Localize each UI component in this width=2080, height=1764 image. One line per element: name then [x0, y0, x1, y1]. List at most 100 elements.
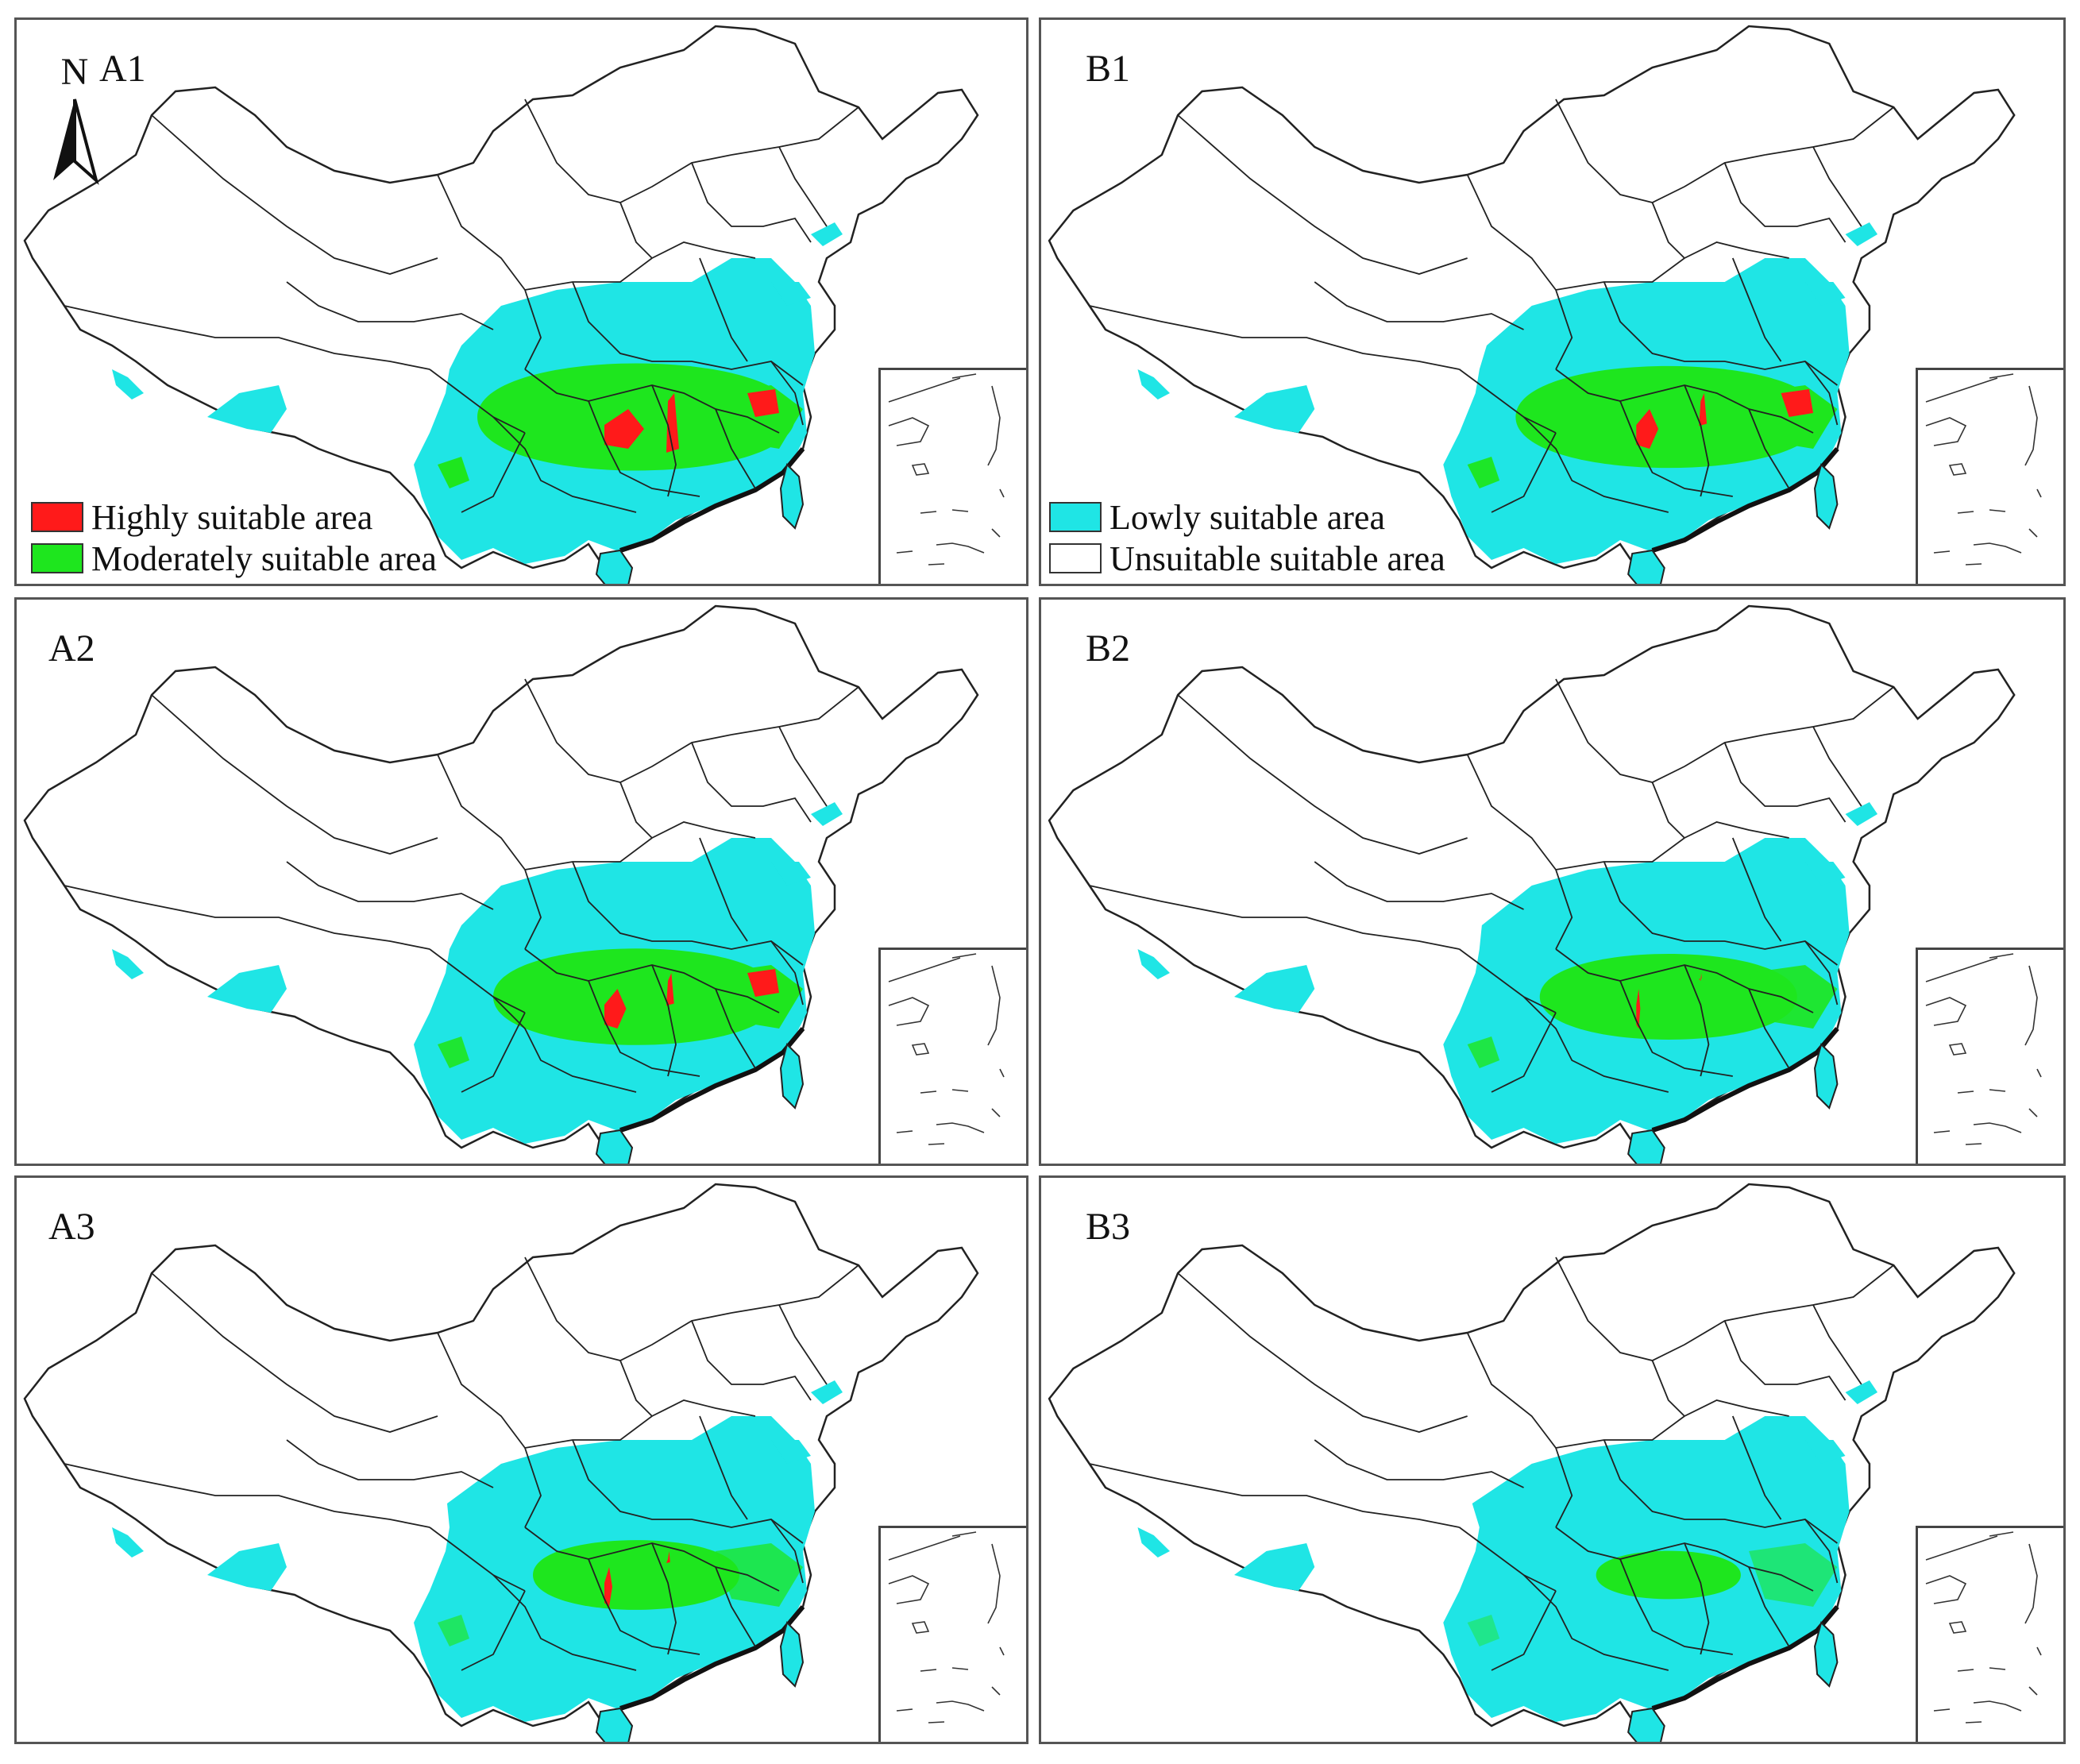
lowly-suitable-region-coast: [771, 862, 811, 886]
coastline: [1651, 1605, 1839, 1711]
province-border: [770, 361, 804, 426]
legend-label-lowly: Lowly suitable area: [1109, 497, 1385, 537]
province-border: [715, 988, 756, 1069]
province-border: [1723, 162, 1847, 243]
province-border: [1458, 948, 1557, 1013]
province-border: [699, 837, 748, 942]
highly-suitable-region: [1636, 989, 1641, 1029]
highly-suitable-region-2: [666, 1551, 670, 1563]
lowly-suitable-region-west: [207, 1543, 287, 1591]
coastline: [619, 1605, 805, 1711]
inset-coastline: [1933, 550, 1951, 554]
inset-coastline: [951, 953, 977, 959]
moderately-suitable-region-southwest: [438, 1615, 469, 1646]
panel-label-a1: A1: [99, 48, 146, 90]
north-arrow-icon: [53, 98, 99, 185]
inset-coastline: [1933, 1708, 1951, 1712]
hainan-island: [595, 1129, 634, 1164]
province-border: [778, 1304, 828, 1385]
province-border: [691, 1320, 812, 1401]
lowly-suitable-region-north: [811, 222, 843, 246]
inset-coastline: [2036, 488, 2042, 498]
inset-coastline: [2028, 1108, 2038, 1117]
map-content: [23, 604, 979, 1164]
highly-suitable-region: [604, 409, 644, 449]
inset-map-a1: [878, 368, 1026, 584]
province-border: [1723, 1320, 1847, 1401]
inset-coastline: [991, 1108, 1001, 1117]
inset-coastline: [1925, 997, 1967, 1026]
lowly-suitable-region-west: [1234, 965, 1315, 1013]
province-border: [731, 686, 859, 735]
highly-suitable-region-2: [666, 393, 679, 453]
inset-coastline: [888, 957, 961, 982]
taiwan-island: [1814, 463, 1839, 530]
panel-label-a2: A2: [48, 627, 95, 670]
inset-coastline: [1957, 1669, 1974, 1672]
province-border: [1555, 948, 1814, 1013]
inset-coastline: [928, 563, 945, 565]
inset-map-a2: [878, 948, 1026, 1164]
province-border: [437, 754, 542, 950]
legend-item-highly: Highly suitable area: [31, 496, 437, 538]
province-border: [151, 114, 438, 275]
inset-coastline: [987, 1543, 1001, 1624]
lowly-suitable-region-north: [1845, 222, 1878, 246]
inset-coastline: [2028, 528, 2038, 538]
inset-coastline: [888, 1535, 961, 1561]
moderately-suitable-region: [1539, 954, 1797, 1040]
legend-label-highly: Highly suitable area: [91, 497, 373, 537]
province-border: [1555, 98, 1765, 203]
province-border: [588, 1558, 700, 1655]
lowly-suitable-region-tibet: [112, 369, 144, 400]
province-border: [286, 281, 494, 330]
highly-suitable-region-2: [666, 973, 674, 1006]
province-border: [691, 162, 812, 243]
hainan-island: [1627, 549, 1665, 584]
province-border: [588, 400, 700, 497]
inset-coastline: [2028, 1686, 2038, 1696]
taiwan-island: [779, 463, 805, 530]
inset-coastline: [896, 1130, 913, 1133]
province-border: [572, 1439, 804, 1544]
province-border: [1731, 257, 1782, 362]
province-border: [1314, 1439, 1524, 1488]
inset-coastline: [1989, 953, 2014, 959]
inset-coastline: [888, 417, 930, 446]
inset-coastline: [936, 542, 985, 554]
moderately-suitable-region: [533, 1540, 739, 1610]
inset-coastline: [987, 385, 1001, 466]
north-arrow: N: [47, 50, 102, 185]
moderately-suitable-region: [477, 363, 795, 471]
panel-label-a3: A3: [48, 1206, 95, 1248]
highly-suitable-region-3: [747, 389, 779, 417]
province-border: [64, 1463, 430, 1528]
lowly-suitable-region-north: [811, 1380, 843, 1404]
inset-coastline: [951, 373, 977, 379]
inset-coastline: [1973, 1122, 2022, 1133]
province-border: [1314, 281, 1524, 330]
province-border: [437, 1332, 542, 1528]
province-border: [1555, 678, 1765, 783]
highly-suitable-region: [604, 1567, 612, 1607]
moderately-suitable-region-southwest: [1467, 1036, 1500, 1068]
province-border: [1491, 1590, 1557, 1671]
province-border: [1765, 106, 1894, 156]
lowly-suitable-region-west: [1234, 1543, 1315, 1591]
inset-coastline: [1973, 1700, 2022, 1712]
map-content: [1048, 604, 2016, 1164]
inset-coastline: [1948, 1621, 1967, 1634]
province-border: [588, 980, 700, 1077]
inset-map-b2: [1916, 948, 2063, 1164]
province-border: [1812, 146, 1862, 227]
province-border: [286, 861, 494, 910]
province-border: [651, 1542, 677, 1655]
coastline: [1651, 447, 1839, 553]
highly-suitable-region-3: [1781, 389, 1814, 417]
province-border: [64, 305, 430, 370]
province-border: [1748, 1566, 1790, 1647]
swatch-lowly: [1049, 502, 1102, 532]
map-a1: [23, 25, 979, 584]
panel-b3: B3: [1039, 1175, 2066, 1744]
inset-coastline: [1925, 377, 1998, 403]
